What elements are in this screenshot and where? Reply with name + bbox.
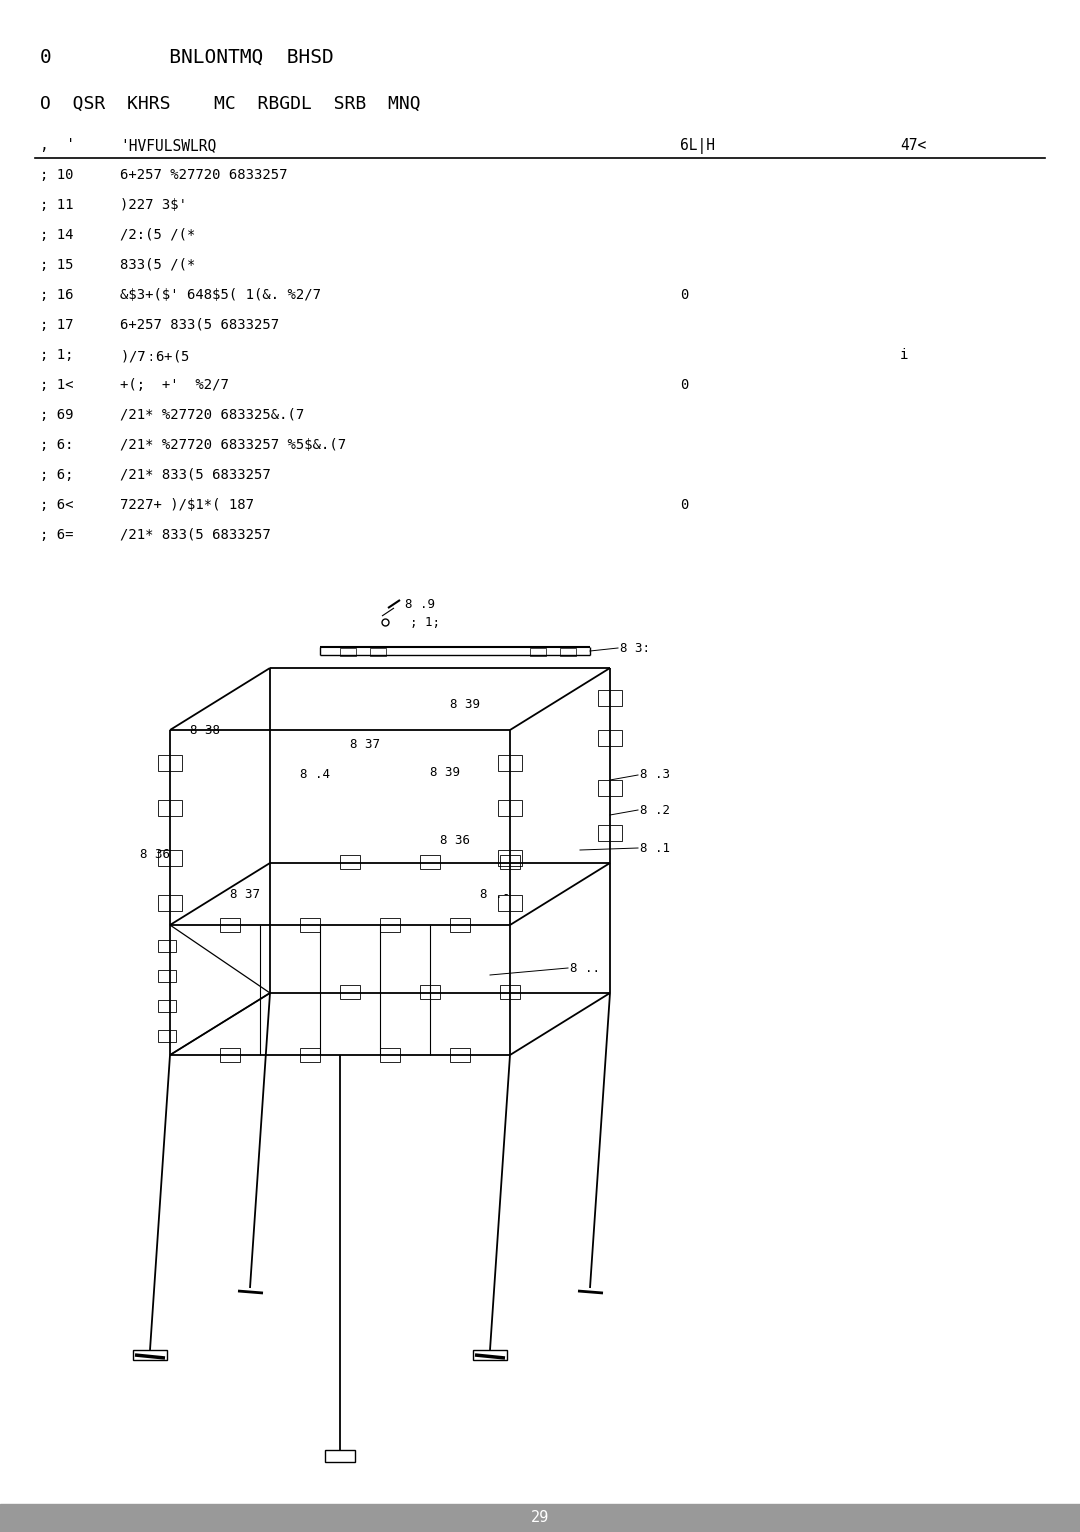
Bar	[561, 648, 576, 656]
Bar	[158, 1030, 176, 1042]
Bar	[498, 755, 522, 771]
Text: 8 37: 8 37	[350, 738, 380, 752]
Bar	[158, 941, 176, 951]
Bar	[325, 1449, 355, 1462]
Text: 8 36: 8 36	[140, 849, 170, 861]
Text: ; 10: ; 10	[40, 169, 73, 182]
Text: /21* %27720 683325&.(7: /21* %27720 683325&.(7	[120, 408, 305, 421]
Bar	[133, 1350, 167, 1360]
Text: 6+257 %27720 6833257: 6+257 %27720 6833257	[120, 169, 287, 182]
Text: ; 15: ; 15	[40, 257, 73, 273]
Bar	[598, 731, 622, 746]
Text: /21* %27720 6833257 %5$&.(7: /21* %27720 6833257 %5$&.(7	[120, 438, 346, 452]
Bar	[158, 970, 176, 982]
Bar	[530, 648, 546, 656]
Text: ; 6=: ; 6=	[40, 529, 73, 542]
Text: 8 .2: 8 .2	[640, 803, 670, 817]
Bar	[473, 1350, 507, 1360]
Text: 8 .4: 8 .4	[300, 769, 330, 781]
Text: ; 1<: ; 1<	[40, 378, 73, 392]
Text: ; 11: ; 11	[40, 198, 73, 211]
Text: 8 .-: 8 .-	[480, 889, 510, 901]
Bar	[370, 648, 386, 656]
Text: ; 14: ; 14	[40, 228, 73, 242]
Text: 8 ..: 8 ..	[570, 962, 600, 974]
Text: 6L|H: 6L|H	[680, 138, 715, 155]
Bar	[500, 985, 519, 999]
Text: 833(5 /(*: 833(5 /(*	[120, 257, 195, 273]
Bar	[498, 850, 522, 866]
Text: 0          BNLONTMQ  BHSD: 0 BNLONTMQ BHSD	[40, 47, 334, 67]
Text: 47<: 47<	[900, 138, 927, 153]
Bar	[158, 895, 183, 912]
Bar	[220, 918, 240, 931]
Bar	[220, 1048, 240, 1062]
Text: ; 6<: ; 6<	[40, 498, 73, 512]
Text: ; 6;: ; 6;	[40, 467, 73, 483]
Bar	[340, 648, 356, 656]
Text: 8 37: 8 37	[230, 889, 260, 901]
Bar	[450, 918, 470, 931]
Bar	[340, 985, 360, 999]
Text: ; 16: ; 16	[40, 288, 73, 302]
Bar	[498, 800, 522, 817]
Text: 8 39: 8 39	[430, 766, 460, 778]
Bar	[420, 985, 440, 999]
Text: ; 17: ; 17	[40, 319, 73, 332]
Text: 'HVFULSWLRQ: 'HVFULSWLRQ	[120, 138, 216, 153]
Bar	[300, 1048, 320, 1062]
Bar	[380, 918, 400, 931]
Text: )227 3$': )227 3$'	[120, 198, 187, 211]
Bar	[158, 850, 183, 866]
Bar	[158, 800, 183, 817]
Text: ; 1;: ; 1;	[410, 616, 440, 628]
Text: 8 .3: 8 .3	[640, 769, 670, 781]
Bar	[420, 855, 440, 869]
Text: /2:(5 /(*: /2:(5 /(*	[120, 228, 195, 242]
Text: /21* 833(5 6833257: /21* 833(5 6833257	[120, 467, 271, 483]
Text: 8 .9: 8 .9	[405, 597, 435, 610]
Text: 6+257 833(5 6833257: 6+257 833(5 6833257	[120, 319, 279, 332]
Bar	[158, 755, 183, 771]
Text: O  QSR  KHRS    MC  RBGDL  SRB  MNQ: O QSR KHRS MC RBGDL SRB MNQ	[40, 95, 420, 113]
Text: 0: 0	[680, 378, 688, 392]
Text: 8 3:: 8 3:	[620, 642, 650, 654]
Bar	[598, 826, 622, 841]
Text: ; 69: ; 69	[40, 408, 73, 421]
Bar	[340, 855, 360, 869]
Bar	[598, 780, 622, 797]
Text: 0: 0	[680, 498, 688, 512]
Text: ; 1;: ; 1;	[40, 348, 73, 362]
Bar	[450, 1048, 470, 1062]
Bar	[0, 1504, 1080, 1532]
Text: )/$7 :$6+(5: )/$7 :$6+(5	[120, 348, 190, 365]
Bar	[380, 1048, 400, 1062]
Text: ; 6:: ; 6:	[40, 438, 73, 452]
Text: 8 36: 8 36	[440, 833, 470, 847]
Bar	[598, 689, 622, 706]
Bar	[500, 855, 519, 869]
Text: +(;  +'  %2/7: +(; +' %2/7	[120, 378, 229, 392]
Text: &$3+($' 648$5( 1(&. %2/7: &$3+($' 648$5( 1(&. %2/7	[120, 288, 321, 302]
Text: /21* 833(5 6833257: /21* 833(5 6833257	[120, 529, 271, 542]
Text: 8 39: 8 39	[450, 699, 480, 711]
Text: 8 .1: 8 .1	[640, 841, 670, 855]
Text: i: i	[900, 348, 908, 362]
Text: 0: 0	[680, 288, 688, 302]
Text: ,  ': , '	[40, 138, 75, 153]
Text: 8 38: 8 38	[190, 723, 220, 737]
Bar	[300, 918, 320, 931]
Bar	[498, 895, 522, 912]
Text: 7227+ )/$1*( 187: 7227+ )/$1*( 187	[120, 498, 254, 512]
Bar	[158, 1000, 176, 1013]
Text: 29: 29	[531, 1511, 549, 1526]
